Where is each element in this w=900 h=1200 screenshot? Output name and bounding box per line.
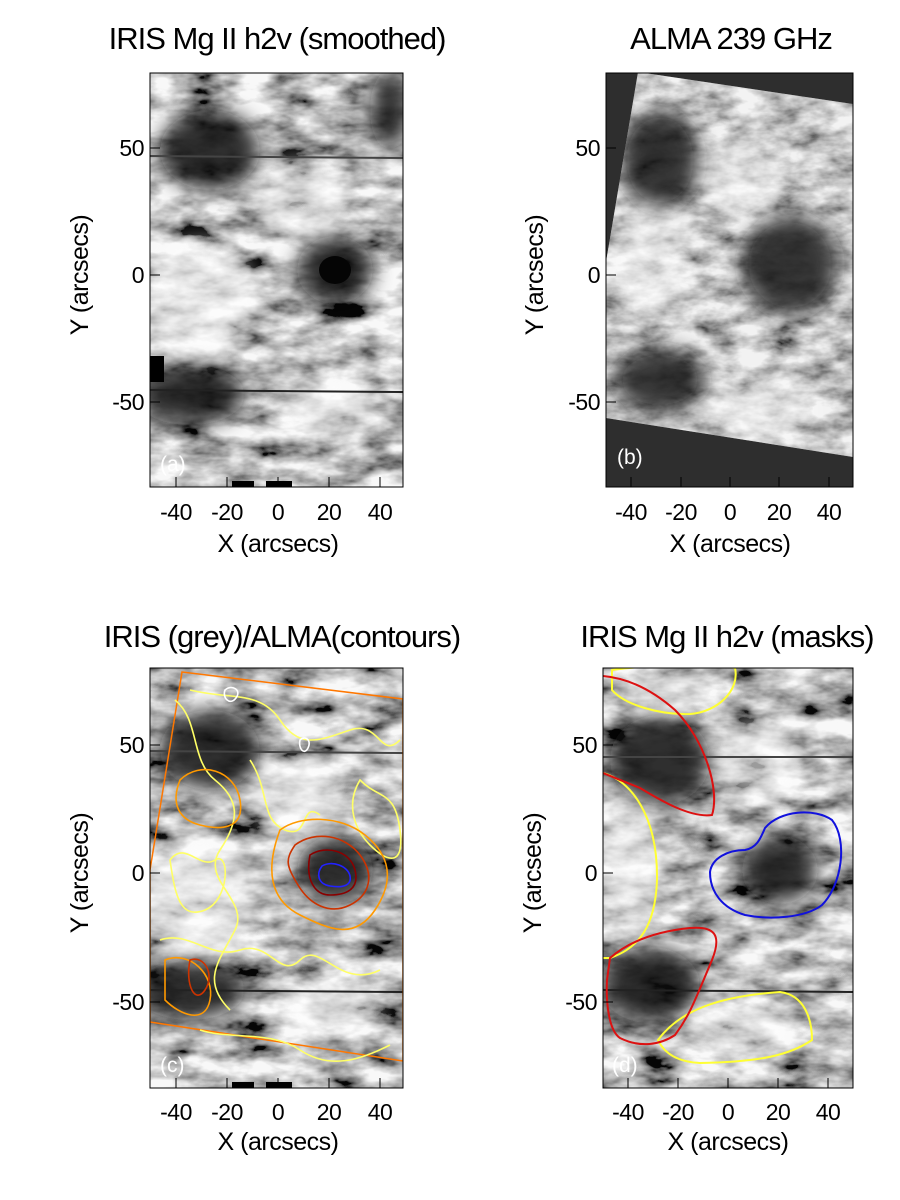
panel-a-title: IRIS Mg II h2v (smoothed) bbox=[109, 21, 446, 56]
panel-c-image bbox=[150, 668, 403, 1088]
panel-c-xtick-m20: -20 bbox=[211, 1099, 243, 1125]
panel-b-label: (b) bbox=[617, 446, 643, 469]
panel-b-ytick-50: 50 bbox=[575, 135, 600, 161]
panel-d-xtick-m40: -40 bbox=[612, 1099, 644, 1125]
panel-d-xtick-40: 40 bbox=[816, 1099, 841, 1125]
panel-c-ytick-50: 50 bbox=[119, 732, 144, 758]
panel-d-label: (d) bbox=[612, 1054, 638, 1077]
panel-a-label: (a) bbox=[160, 453, 186, 476]
panel-d-ytick-50: 50 bbox=[572, 732, 597, 758]
mask-bright-top bbox=[611, 668, 737, 716]
panel-c-xtick-40: 40 bbox=[368, 1099, 393, 1125]
panel-d-image bbox=[603, 668, 853, 1088]
panel-b-xlabel: X (arcsecs) bbox=[670, 530, 791, 558]
panel-c-ylabel: Y (arcsecs) bbox=[66, 813, 94, 933]
panel-b-xticks: -40 -20 0 20 40 bbox=[615, 477, 842, 525]
panel-d-title: IRIS Mg II h2v (masks) bbox=[580, 619, 873, 654]
panel-b-xtick-0: 0 bbox=[724, 499, 736, 525]
panel-d-ytick-m50: -50 bbox=[565, 989, 597, 1015]
panel-b-xtick-20: 20 bbox=[767, 499, 792, 525]
panel-b-xtick-40: 40 bbox=[817, 499, 842, 525]
panel-d-xticks: -40 -20 0 20 40 bbox=[612, 1078, 841, 1125]
panel-d-xtick-20: 20 bbox=[766, 1099, 791, 1125]
panel-c-yticks: 50 0 -50 bbox=[112, 732, 160, 1015]
panel-b-image bbox=[606, 73, 853, 487]
panel-a-yticks: 50 0 -50 bbox=[112, 135, 160, 415]
panel-a-xlabel: X (arcsecs) bbox=[218, 530, 339, 558]
panel-c-label: (c) bbox=[160, 1054, 185, 1077]
panel-a-xtick-0: 0 bbox=[272, 499, 284, 525]
mask-bright-left bbox=[603, 772, 659, 959]
panel-d-yticks: 50 0 -50 bbox=[565, 732, 613, 1015]
panel-c-ytick-m50: -50 bbox=[112, 989, 144, 1015]
panel-c-xtick-0: 0 bbox=[272, 1099, 284, 1125]
panel-b-xtick-m20: -20 bbox=[665, 499, 697, 525]
panel-a-ytick-m50: -50 bbox=[112, 389, 144, 415]
panel-d-xlabel: X (arcsecs) bbox=[668, 1128, 789, 1156]
panel-b-xtick-m40: -40 bbox=[615, 499, 647, 525]
alma-contours bbox=[150, 671, 403, 1062]
panel-a-ylabel: Y (arcsecs) bbox=[66, 215, 94, 335]
panel-c-xtick-20: 20 bbox=[317, 1099, 342, 1125]
panel-b-ytick-0: 0 bbox=[588, 262, 600, 288]
panel-c-ytick-0: 0 bbox=[132, 860, 144, 886]
panel-c: IRIS (grey)/ALMA(contours) bbox=[66, 619, 461, 1156]
panel-c-xticks: -40 -20 0 20 40 bbox=[160, 1078, 393, 1125]
panel-b-ylabel: Y (arcsecs) bbox=[521, 215, 549, 335]
panel-d-xtick-0: 0 bbox=[722, 1099, 734, 1125]
panel-c-title: IRIS (grey)/ALMA(contours) bbox=[104, 619, 460, 654]
panel-a-image bbox=[150, 73, 403, 487]
mask-dark-top bbox=[603, 675, 716, 817]
panel-a-xtick-m40: -40 bbox=[160, 499, 192, 525]
panel-a: IRIS Mg II h2v (smoothed) (a) bbox=[66, 21, 446, 558]
panel-a-xtick-20: 20 bbox=[317, 499, 342, 525]
panel-c-xlabel: X (arcsecs) bbox=[218, 1128, 339, 1156]
panel-a-xtick-m20: -20 bbox=[211, 499, 243, 525]
region-masks bbox=[603, 668, 843, 1065]
panel-b-title: ALMA 239 GHz bbox=[630, 21, 832, 56]
panel-a-ytick-0: 0 bbox=[132, 262, 144, 288]
panel-b-yticks: 50 0 -50 bbox=[568, 135, 616, 415]
panel-d-ytick-0: 0 bbox=[585, 860, 597, 886]
panel-d-xtick-m20: -20 bbox=[662, 1099, 694, 1125]
panel-a-xtick-40: 40 bbox=[368, 499, 393, 525]
panel-b-ytick-m50: -50 bbox=[568, 389, 600, 415]
panel-d: IRIS Mg II h2v (masks) bbox=[519, 619, 875, 1156]
panel-d-ylabel: Y (arcsecs) bbox=[519, 813, 547, 933]
panel-a-xticks: -40 -20 0 20 40 bbox=[160, 477, 393, 525]
panel-b: ALMA 239 GHz (b) bbox=[521, 21, 854, 558]
panel-a-ytick-50: 50 bbox=[119, 135, 144, 161]
mask-bright-bottom bbox=[656, 990, 814, 1065]
mask-sunspot bbox=[708, 811, 843, 919]
panel-c-xtick-m40: -40 bbox=[160, 1099, 192, 1125]
mask-dark-bottom bbox=[605, 926, 718, 1046]
